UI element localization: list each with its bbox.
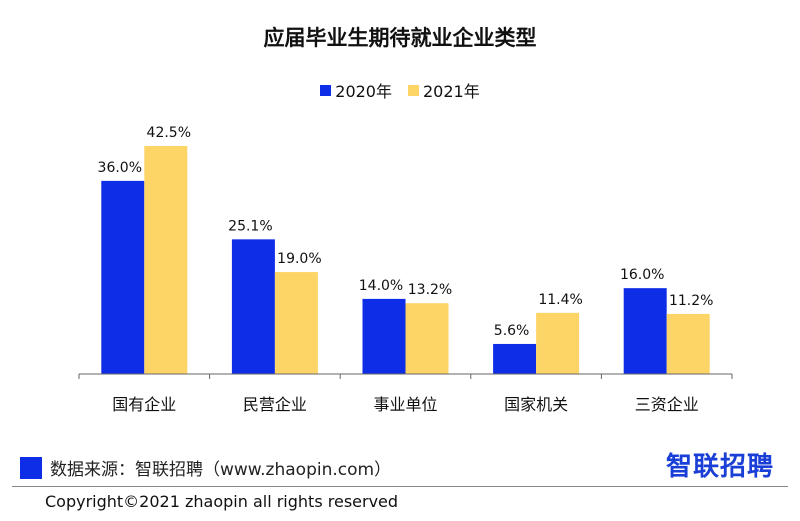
category-label: 三资企业 xyxy=(635,395,699,414)
data-label: 14.0% xyxy=(359,278,403,294)
bar-2021 xyxy=(274,272,318,374)
data-source: 数据来源：智联招聘（www.zhaopin.com） xyxy=(20,455,391,480)
category-label: 国家机关 xyxy=(504,395,568,414)
bar-2020 xyxy=(623,288,667,374)
legend-item-2020: 2020年 xyxy=(320,78,392,102)
bar-2020 xyxy=(493,343,537,374)
bar-2020 xyxy=(231,239,275,374)
data-label: 42.5% xyxy=(147,125,191,141)
copyright-text: Copyright©2021 zhaopin all rights reserv… xyxy=(45,492,399,511)
data-label: 5.6% xyxy=(494,323,530,339)
legend-item-2021: 2021年 xyxy=(408,78,480,102)
zhaopin-logo: 智联招聘 xyxy=(665,452,774,482)
source-square-icon xyxy=(20,456,42,479)
chart-legend: 2020年 2021年 xyxy=(0,78,800,102)
data-label: 13.2% xyxy=(408,282,452,298)
legend-swatch-2021 xyxy=(408,84,419,96)
data-label: 11.4% xyxy=(538,292,582,308)
chart-title: 应届毕业生期待就业企业类型 xyxy=(263,26,537,50)
bar-2021 xyxy=(536,312,580,374)
data-label: 16.0% xyxy=(620,267,664,283)
source-text: 数据来源：智联招聘（www.zhaopin.com） xyxy=(50,460,392,480)
data-label: 36.0% xyxy=(98,160,142,176)
bar-2021 xyxy=(405,303,449,374)
legend-swatch-2020 xyxy=(320,84,332,96)
bar-2021 xyxy=(666,313,710,374)
category-label: 民营企业 xyxy=(243,395,307,414)
data-label: 11.2% xyxy=(669,293,713,309)
footer-divider xyxy=(12,486,788,487)
category-label: 国有企业 xyxy=(112,395,176,414)
data-label: 19.0% xyxy=(277,251,321,267)
bar-2020 xyxy=(101,180,145,374)
category-label: 事业单位 xyxy=(373,395,437,414)
data-label: 25.1% xyxy=(228,218,272,234)
legend-label-2021: 2021年 xyxy=(423,82,480,101)
legend-label-2020: 2020年 xyxy=(335,82,392,101)
bar-2021 xyxy=(144,146,188,374)
bar-2020 xyxy=(362,298,406,374)
